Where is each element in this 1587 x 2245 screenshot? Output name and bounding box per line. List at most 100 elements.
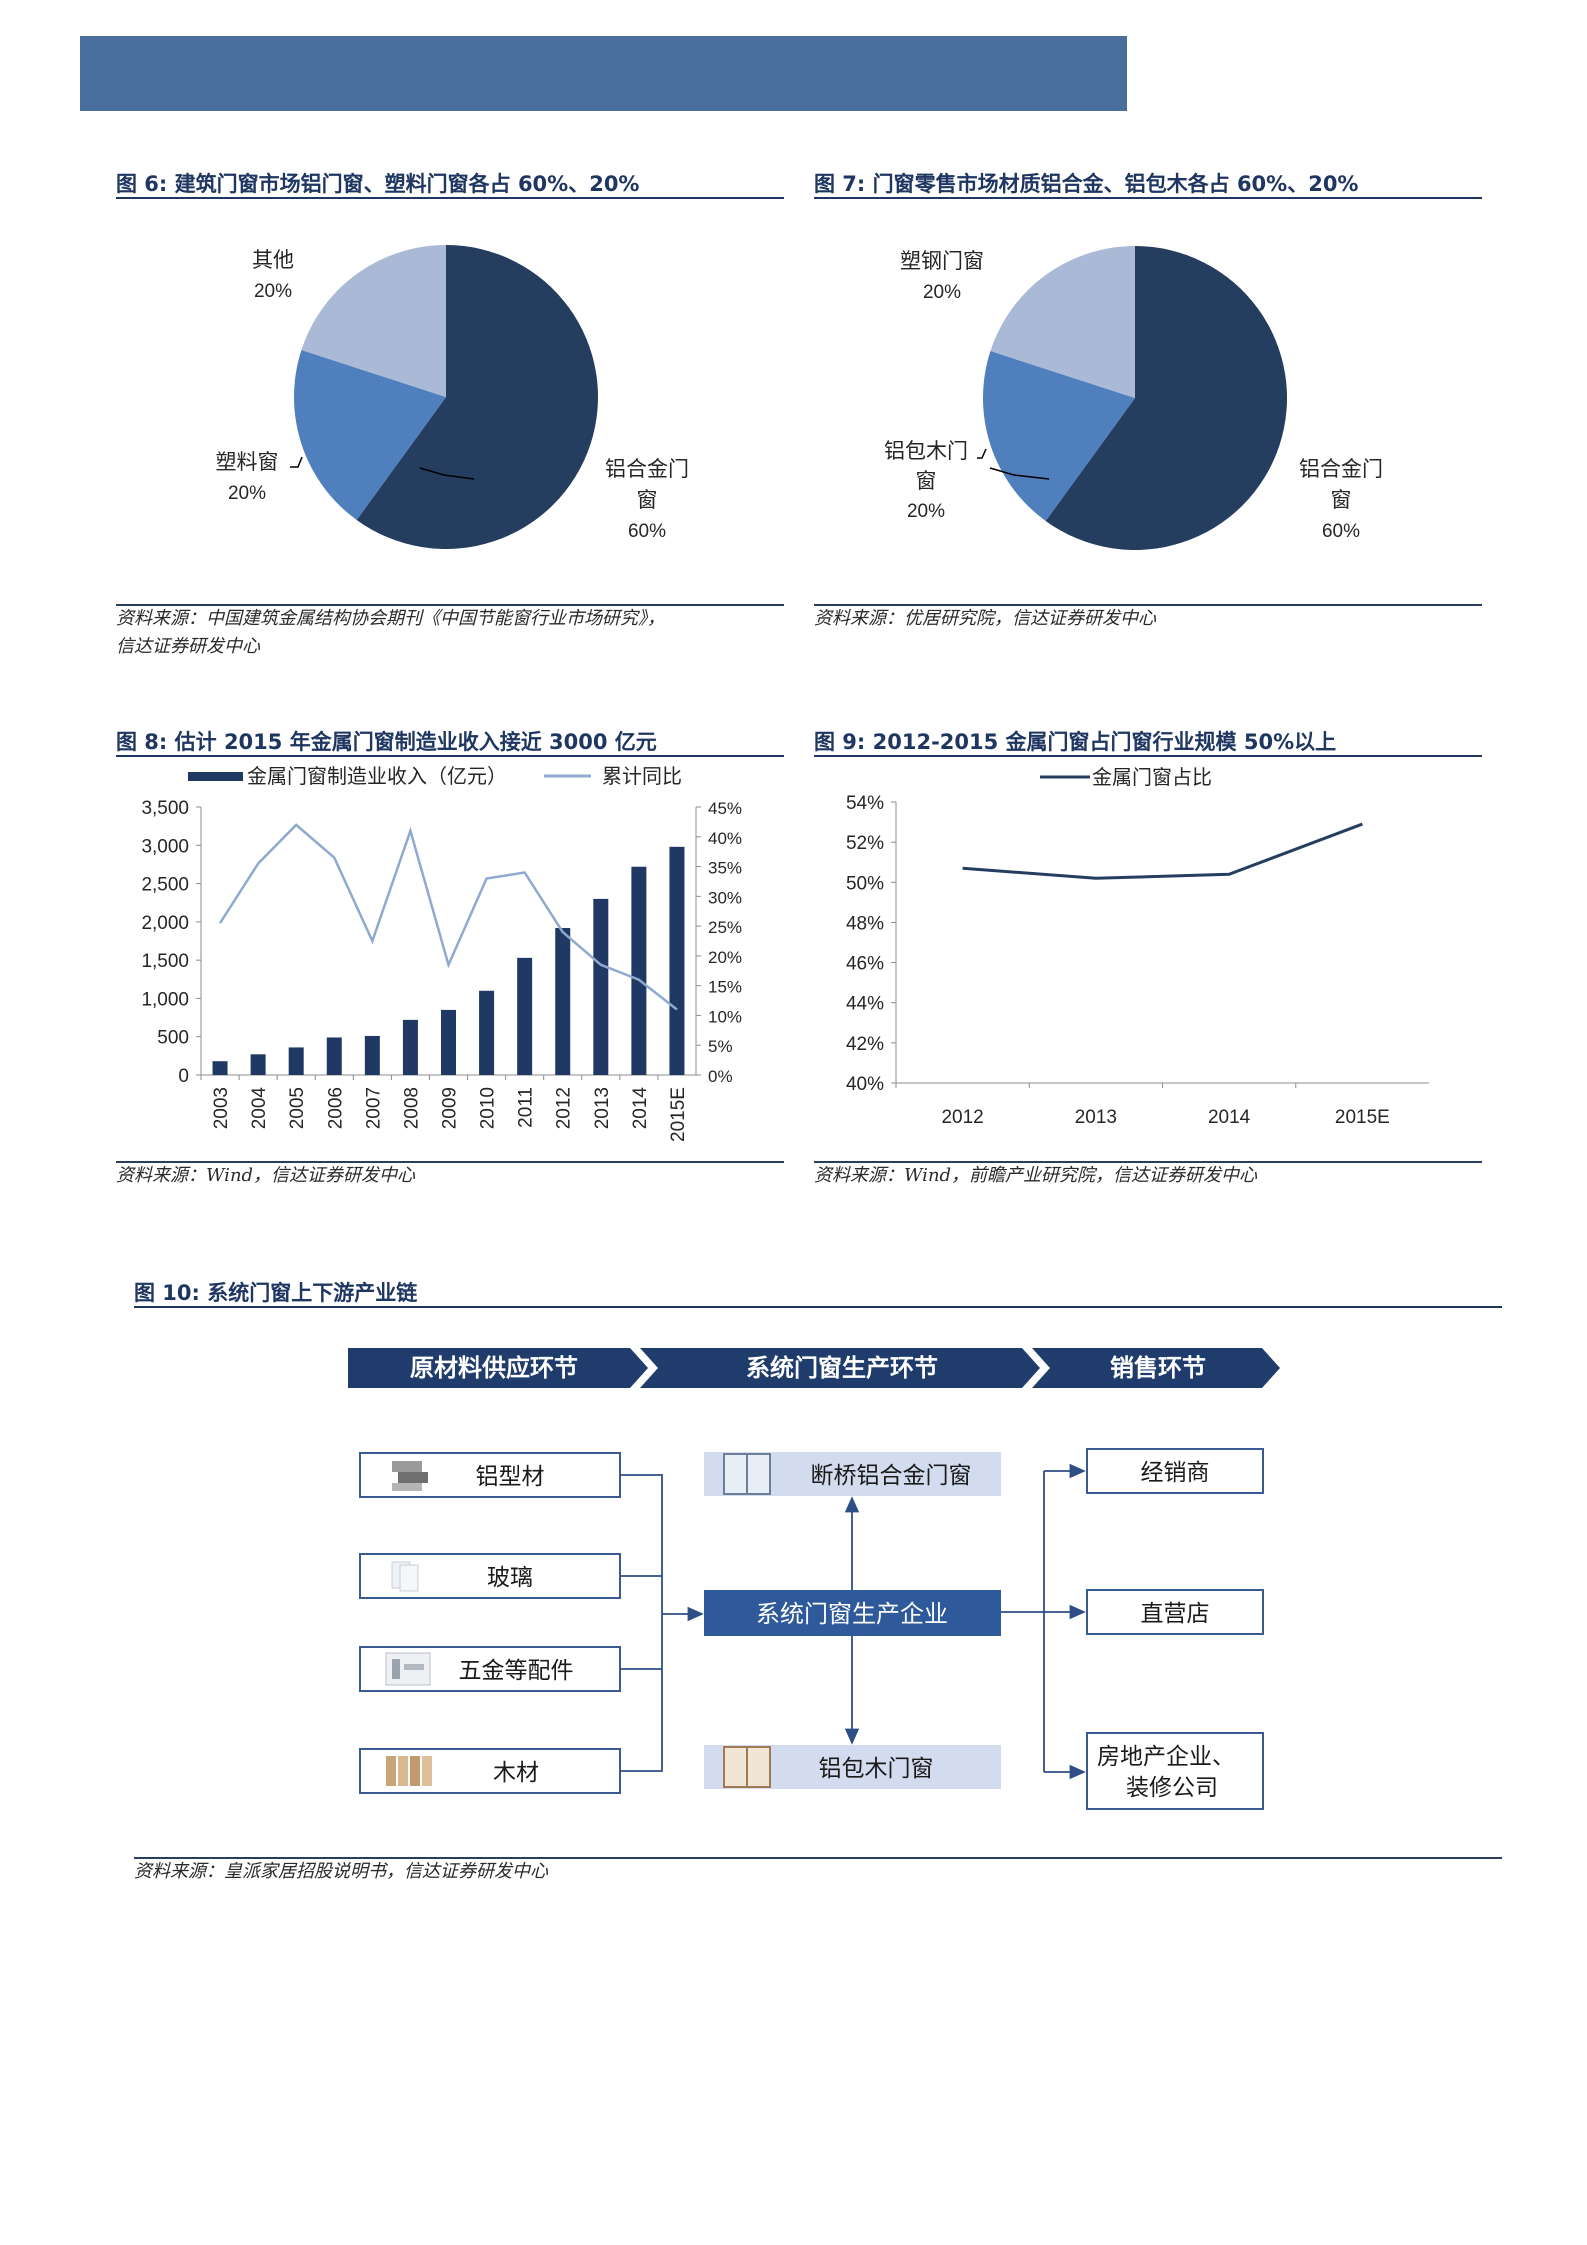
- fig6-pie-chart: 其他 20% 塑料窗 20% 铝合金门 窗 60%: [216, 245, 689, 549]
- fig8-x-tick: 2014: [630, 1087, 651, 1130]
- fig6-label-alu-pct: 60%: [628, 521, 666, 542]
- product-thermal-break-aluminum-window: 断桥铝合金门窗: [704, 1452, 1001, 1496]
- stage-production: 系统门窗生产环节: [640, 1348, 1040, 1388]
- svg-text:直营店: 直营店: [1141, 1600, 1210, 1626]
- fig8-right-tick: 45%: [708, 799, 742, 818]
- fig8-left-tick: 3,000: [141, 836, 189, 857]
- svg-text:木材: 木材: [493, 1759, 539, 1785]
- fig9-x-tick: 2012: [941, 1107, 983, 1128]
- fig6-title: 图 6: 建筑门窗市场铝门窗、塑料门窗各占 60%、20%: [116, 172, 640, 196]
- fig8-left-tick: 500: [157, 1028, 189, 1049]
- svg-text:铝包木门窗: 铝包木门窗: [819, 1755, 934, 1781]
- fig8-x-tick: 2010: [478, 1087, 499, 1129]
- fig8-bar-2007: [364, 1035, 380, 1075]
- channel-distributors: 经销商: [1086, 1448, 1264, 1494]
- fig10-source: 资料来源：皇派家居招股说明书，信达证券研发中心: [134, 1861, 548, 1882]
- fig6-label-other-pct: 20%: [254, 281, 292, 302]
- stage-sales: 销售环节: [1032, 1348, 1280, 1388]
- fig9-y-tick: 52%: [846, 833, 884, 854]
- fig8-title: 图 8: 估计 2015 年金属门窗制造业收入接近 3000 亿元: [116, 730, 657, 754]
- fig7-label-steel-pct: 20%: [923, 282, 961, 303]
- fig6-label-plastic-pct: 20%: [228, 483, 266, 504]
- fig8-legend-bar-swatch: [188, 772, 243, 781]
- fig6-label-plastic: 塑料窗: [216, 451, 279, 474]
- fig7-label-wood-2: 窗: [916, 470, 937, 493]
- timber-icon: [386, 1756, 432, 1786]
- fig8-x-tick: 2003: [211, 1087, 232, 1129]
- fig9-y-tick: 44%: [846, 994, 884, 1015]
- fig8-right-tick: 40%: [708, 829, 742, 848]
- svg-text:销售环节: 销售环节: [1110, 1354, 1206, 1382]
- fig8-x-tick: 2008: [401, 1087, 422, 1129]
- fig8-bar-2009: [441, 1009, 456, 1075]
- fig8-right-tick: 5%: [708, 1037, 733, 1056]
- fig8-x-tick: 2013: [592, 1087, 613, 1129]
- fig7-label-alu: 铝合金门: [1299, 458, 1383, 481]
- fig9-x-tick: 2015E: [1335, 1107, 1390, 1128]
- fig8-bar-2005: [288, 1047, 304, 1075]
- fig9-y-tick: 46%: [846, 954, 884, 975]
- fig8-x-tick: 2009: [440, 1087, 461, 1129]
- fig8-bar-2012: [555, 927, 571, 1075]
- svg-text:经销商: 经销商: [1141, 1459, 1210, 1485]
- fig8-x-tick: 2007: [363, 1087, 384, 1129]
- fig7-leader-steel: [989, 467, 1050, 480]
- stage-raw-materials: 原材料供应环节: [348, 1348, 648, 1388]
- fig9-y-tick: 54%: [846, 793, 884, 814]
- fig8-right-tick: 0%: [708, 1067, 733, 1086]
- svg-text:系统门窗生产环节: 系统门窗生产环节: [746, 1354, 938, 1382]
- fig6-source: 资料来源：中国建筑金属结构协会期刊《中国节能窗行业市场研究》， 信达证券研发中心: [116, 608, 665, 657]
- fig8-right-tick: 15%: [708, 978, 742, 997]
- fig8-right-tick: 30%: [708, 888, 742, 907]
- fig9-y-tick: 40%: [846, 1074, 884, 1095]
- fig8-title-rule: [116, 755, 784, 757]
- fig7-slice-1: [983, 351, 1135, 521]
- svg-text:断桥铝合金门窗: 断桥铝合金门窗: [811, 1462, 972, 1488]
- svg-text:铝型材: 铝型材: [476, 1463, 545, 1489]
- fig8-x-tick: 2006: [325, 1087, 346, 1129]
- fig7-pie-chart: 塑钢门窗 20% 铝包木门 窗 20% 铝合金门 窗 60%: [884, 246, 1383, 550]
- fig8-x-tick: 2004: [249, 1087, 270, 1130]
- svg-text:五金等配件: 五金等配件: [459, 1657, 574, 1683]
- fig8-x-tick: 2011: [516, 1087, 537, 1128]
- fig8-bar-2003: [212, 1061, 228, 1075]
- fig8-right-tick: 20%: [708, 948, 742, 967]
- fig6-label-alu-2: 窗: [637, 489, 658, 512]
- fig9-title: 图 9: 2012-2015 金属门窗占门窗行业规模 50%以上: [814, 730, 1337, 754]
- fig8-left-tick: 1,500: [141, 951, 189, 972]
- fig6-slice-1: [294, 350, 446, 520]
- fig8-bar-2015E: [669, 846, 685, 1075]
- fig6-slice-2: [301, 245, 446, 397]
- fig9-x-tick: 2014: [1208, 1107, 1251, 1128]
- fig9-share-line: [962, 822, 1363, 880]
- fig8-legend-line: 累计同比: [602, 765, 682, 788]
- svg-text:玻璃: 玻璃: [487, 1564, 533, 1590]
- fig7-slice-2: [990, 246, 1135, 398]
- fig8-left-tick: 2,500: [141, 875, 189, 896]
- fig7-leader-wood: [977, 448, 987, 459]
- fig6-label-other: 其他: [252, 249, 294, 272]
- fig6-leader-other: [419, 467, 475, 480]
- fig8-bar-2004: [250, 1054, 266, 1075]
- fig9-x-tick: 2013: [1075, 1107, 1117, 1128]
- wood-window-icon: [723, 1746, 771, 1788]
- fig9-y-tick: 42%: [846, 1034, 884, 1055]
- svg-text:原材料供应环节: 原材料供应环节: [410, 1354, 578, 1382]
- fig7-label-alu-pct: 60%: [1322, 521, 1360, 542]
- fig7-source: 资料来源：优居研究院，信达证券研发中心: [814, 608, 1156, 629]
- fig8-left-tick: 3,500: [141, 798, 189, 819]
- fig8-left-tick: 2,000: [141, 913, 189, 934]
- fig8-left-tick: 0: [178, 1066, 189, 1087]
- fig10-source-rule: [134, 1857, 1502, 1859]
- fig6-title-rule: [116, 197, 784, 199]
- aluminum-profile-icon: [392, 1461, 428, 1491]
- fig8-source-rule: [116, 1161, 784, 1163]
- fig8-bar-2011: [517, 957, 533, 1075]
- fig7-title: 图 7: 门窗零售市场材质铝合金、铝包木各占 60%、20%: [814, 172, 1359, 196]
- fig8-x-tick: 2012: [554, 1087, 575, 1129]
- fig8-bar-2013: [593, 898, 609, 1075]
- product-system-window-manufacturer: 系统门窗生产企业: [704, 1590, 1001, 1636]
- fig10-value-chain-diagram: 原材料供应环节 系统门窗生产环节 销售环节 铝型材 玻璃 五金等配件: [348, 1348, 1280, 1810]
- fig8-legend-bar: 金属门窗制造业收入（亿元）: [247, 765, 507, 788]
- header-banner: [80, 36, 1127, 111]
